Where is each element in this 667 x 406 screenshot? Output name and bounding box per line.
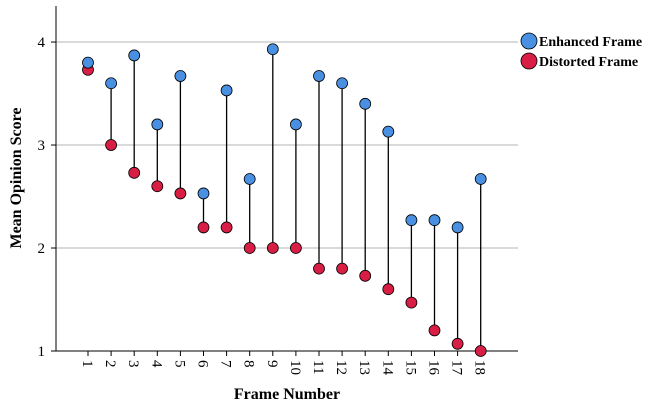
point-enhanced-9 <box>266 43 279 56</box>
legend: Enhanced Frame Distorted Frame <box>520 32 642 70</box>
y-tick-label-2: 2 <box>38 241 46 257</box>
connector-lines <box>87 49 482 351</box>
point-enhanced-8 <box>243 173 256 185</box>
y-ticks: 1 2 3 4 <box>38 35 56 360</box>
point-enhanced-6 <box>197 187 210 200</box>
point-distorted-8 <box>243 242 256 254</box>
x-tick-label-15: 15 <box>402 360 418 375</box>
legend-item-enhanced: Enhanced Frame <box>520 32 642 50</box>
point-distorted-4 <box>151 180 164 193</box>
point-distorted-14 <box>382 283 395 296</box>
legend-marker-enhanced <box>520 32 538 50</box>
data-points <box>82 43 487 357</box>
x-tick-label-12: 12 <box>333 360 349 375</box>
point-distorted-9 <box>266 242 279 254</box>
x-tick-label-9: 9 <box>264 360 280 368</box>
x-tick-label-6: 6 <box>195 360 211 368</box>
point-enhanced-4 <box>151 118 164 131</box>
x-tick-label-11: 11 <box>310 360 326 374</box>
point-enhanced-5 <box>174 70 187 82</box>
y-tick-label-3: 3 <box>38 138 46 154</box>
point-enhanced-15 <box>405 214 418 227</box>
x-tick-label-17: 17 <box>449 360 465 376</box>
x-tick-label-3: 3 <box>125 360 141 368</box>
x-tick-label-14: 14 <box>379 360 395 376</box>
x-tick-label-7: 7 <box>218 360 234 368</box>
point-enhanced-2 <box>105 77 117 90</box>
point-distorted-18 <box>474 345 487 357</box>
legend-label-enhanced: Enhanced Frame <box>539 35 642 50</box>
point-distorted-13 <box>359 269 372 282</box>
legend-label-distorted: Distorted Frame <box>539 55 638 70</box>
point-distorted-17 <box>451 337 464 350</box>
point-enhanced-14 <box>382 125 395 138</box>
point-distorted-16 <box>428 324 441 337</box>
y-tick-label-4: 4 <box>38 35 46 51</box>
point-distorted-5 <box>174 187 187 200</box>
point-distorted-2 <box>105 139 117 151</box>
point-enhanced-11 <box>313 70 325 82</box>
point-enhanced-10 <box>289 118 302 131</box>
point-enhanced-7 <box>220 84 233 97</box>
point-distorted-15 <box>405 296 418 309</box>
point-enhanced-1 <box>82 56 94 69</box>
point-enhanced-17 <box>451 221 464 234</box>
y-axis-title: Mean Opinion Score <box>8 107 25 248</box>
x-tick-label-18: 18 <box>472 360 488 375</box>
point-distorted-6 <box>197 221 210 234</box>
x-axis-title: Frame Number <box>234 386 340 403</box>
x-tick-label-2: 2 <box>102 360 118 368</box>
point-enhanced-16 <box>428 214 441 227</box>
y-tick-label-1: 1 <box>38 344 46 360</box>
point-enhanced-3 <box>128 49 141 62</box>
x-tick-label-16: 16 <box>426 360 442 376</box>
point-distorted-12 <box>336 262 349 275</box>
point-enhanced-12 <box>336 77 349 90</box>
x-tick-label-4: 4 <box>148 360 164 368</box>
x-tick-label-10: 10 <box>287 360 303 375</box>
legend-marker-distorted <box>520 52 538 70</box>
point-distorted-3 <box>128 166 141 179</box>
x-ticks: 1 2 3 4 5 6 7 8 9 10 11 12 13 14 15 16 17 18 <box>79 351 488 376</box>
x-tick-label-8: 8 <box>241 360 257 368</box>
axes <box>55 6 518 352</box>
point-enhanced-18 <box>474 173 487 185</box>
gridlines <box>56 41 518 249</box>
x-tick-label-13: 13 <box>356 360 372 375</box>
point-enhanced-13 <box>359 97 372 110</box>
x-tick-label-5: 5 <box>171 360 187 368</box>
x-tick-label-1: 1 <box>79 360 95 368</box>
legend-item-distorted: Distorted Frame <box>520 52 638 70</box>
point-distorted-7 <box>220 221 233 234</box>
point-distorted-11 <box>313 262 325 275</box>
point-distorted-10 <box>289 242 302 254</box>
